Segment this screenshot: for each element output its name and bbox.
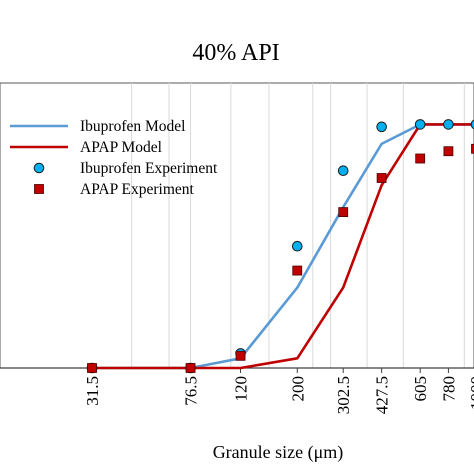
legend-label-ibuprofen-model: Ibuprofen Model	[80, 118, 185, 135]
x-tick-label-4: 302.5	[334, 376, 353, 414]
legend-swatch-ibuprofen-experiment	[33, 162, 45, 174]
series-line-apap-model	[92, 123, 474, 370]
legend-label-ibuprofen-experiment: Ibuprofen Experiment	[80, 160, 218, 177]
data-point-ibuprofen-experiment-7	[443, 119, 454, 130]
x-tick-label-5: 427.5	[373, 376, 392, 414]
plot-area: 31.5 76.5 120 200 302.5 427.5 605 780 1000 Ibupro…	[0, 82, 474, 414]
data-point-ibuprofen-experiment-6	[414, 119, 426, 130]
x-tick-label-7: 780	[439, 376, 458, 402]
legend-label-apap-experiment: APAP Experiment	[80, 181, 195, 198]
legend-swatch-apap-experiment	[34, 184, 44, 194]
data-point-apap-experiment-0	[87, 363, 97, 373]
data-point-apap-experiment-2	[235, 350, 246, 361]
x-tick-label-8: 1000	[467, 376, 474, 410]
legend: Ibuprofen Model APAP Model Ibuprofen Exper…	[10, 118, 218, 198]
x-tick-label-3: 200	[288, 376, 307, 402]
data-point-apap-experiment-8	[471, 143, 474, 154]
data-point-apap-experiment-4	[338, 207, 349, 218]
data-point-ibuprofen-experiment-5	[376, 121, 387, 133]
data-point-ibuprofen-experiment-4	[337, 165, 349, 176]
data-point-apap-experiment-5	[376, 173, 387, 183]
x-tick-label-0: 31.5	[83, 376, 102, 406]
x-tick-label-1: 76.5	[182, 376, 201, 406]
data-point-ibuprofen-experiment-8	[470, 119, 474, 130]
data-point-apap-experiment-6	[415, 153, 426, 164]
data-point-apap-experiment-3	[292, 265, 303, 276]
chart-title: 40% API	[192, 40, 279, 66]
data-point-apap-experiment-1	[185, 363, 196, 373]
data-point-ibuprofen-experiment-3	[291, 240, 303, 252]
x-tick-label-2: 120	[232, 376, 251, 402]
data-point-apap-experiment-7	[443, 146, 454, 157]
legend-label-apap-model: APAP Model	[80, 139, 162, 156]
x-axis-title: Granule size (μm)	[213, 442, 344, 463]
x-tick-label-6: 605	[411, 376, 430, 402]
